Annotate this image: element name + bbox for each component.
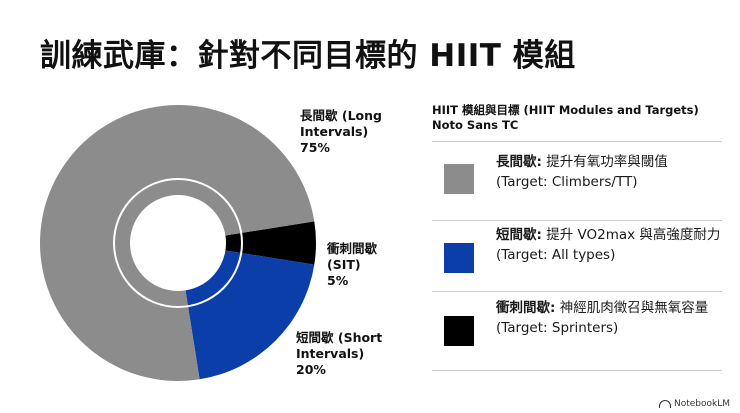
- legend-target-sit: (Target: Sprinters): [496, 320, 619, 336]
- legend-target-long: (Target: Climbers/TT): [496, 174, 638, 190]
- legend-heading-line1: HIIT 模組與目標 (HIIT Modules and Targets): [432, 103, 699, 117]
- slice-label-sit-value: 5%: [327, 273, 349, 288]
- donut-slice-long: [40, 104, 315, 381]
- legend-row-short: 短間歇: 提升 VO2max 與高強度耐力 (Target: All types…: [432, 220, 722, 291]
- legend-text-short: 短間歇: 提升 VO2max 與高強度耐力 (Target: All types…: [496, 225, 722, 265]
- legend-heading-line2: Noto Sans TC: [432, 118, 519, 132]
- donut-inner-ring: [113, 178, 243, 308]
- legend-text-long: 長間歇: 提升有氧功率與閾值 (Target: Climbers/TT): [496, 152, 722, 192]
- legend-swatch-short: [444, 243, 474, 273]
- page-title: 訓練武庫：針對不同目標的 HIIT 模組: [40, 38, 576, 74]
- slice-label-short: 短間歇 (Short Intervals) 20%: [296, 330, 391, 378]
- legend-row-sit: 衝刺間歇: 神經肌肉徵召與無氧容量 (Target: Sprinters): [432, 291, 722, 371]
- slice-label-sit: 衝刺間歇 (SIT) 5%: [327, 241, 397, 289]
- slice-label-short-value: 20%: [296, 362, 326, 377]
- legend-row-long: 長間歇: 提升有氧功率與閾值 (Target: Climbers/TT): [432, 141, 722, 220]
- legend-text-sit: 衝刺間歇: 神經肌肉徵召與無氧容量 (Target: Sprinters): [496, 298, 722, 338]
- slice-label-sit-text: 衝刺間歇 (SIT): [327, 241, 378, 272]
- slice-label-long-text: 長間歇 (Long Intervals): [300, 108, 382, 139]
- legend-name-long: 長間歇:: [496, 154, 542, 170]
- legend-swatch-sit: [444, 316, 474, 346]
- legend-target-short: (Target: All types): [496, 247, 616, 263]
- legend: HIIT 模組與目標 (HIIT Modules and Targets) No…: [432, 103, 722, 371]
- footer-brand-label: NotebookLM: [673, 399, 730, 409]
- legend-name-short: 短間歇:: [496, 227, 542, 243]
- donut-slice-short: [185, 250, 315, 380]
- legend-desc-long: 提升有氧功率與閾值: [541, 154, 668, 170]
- donut-slice-sit: [225, 221, 316, 265]
- slice-label-long: 長間歇 (Long Intervals) 75%: [300, 108, 395, 156]
- legend-desc-sit: 神經肌肉徵召與無氧容量: [555, 300, 709, 316]
- legend-swatch-long: [444, 164, 474, 194]
- legend-heading: HIIT 模組與目標 (HIIT Modules and Targets) No…: [432, 103, 722, 133]
- slice-label-long-value: 75%: [300, 140, 330, 155]
- legend-name-sit: 衝刺間歇:: [496, 300, 556, 316]
- notebooklm-icon: [658, 400, 671, 408]
- legend-rows: 長間歇: 提升有氧功率與閾值 (Target: Climbers/TT) 短間歇…: [432, 141, 722, 371]
- footer-brand: NotebookLM: [658, 399, 730, 409]
- slice-label-short-text: 短間歇 (Short Intervals): [296, 330, 383, 361]
- legend-desc-short: 提升 VO2max 與高強度耐力: [541, 227, 721, 243]
